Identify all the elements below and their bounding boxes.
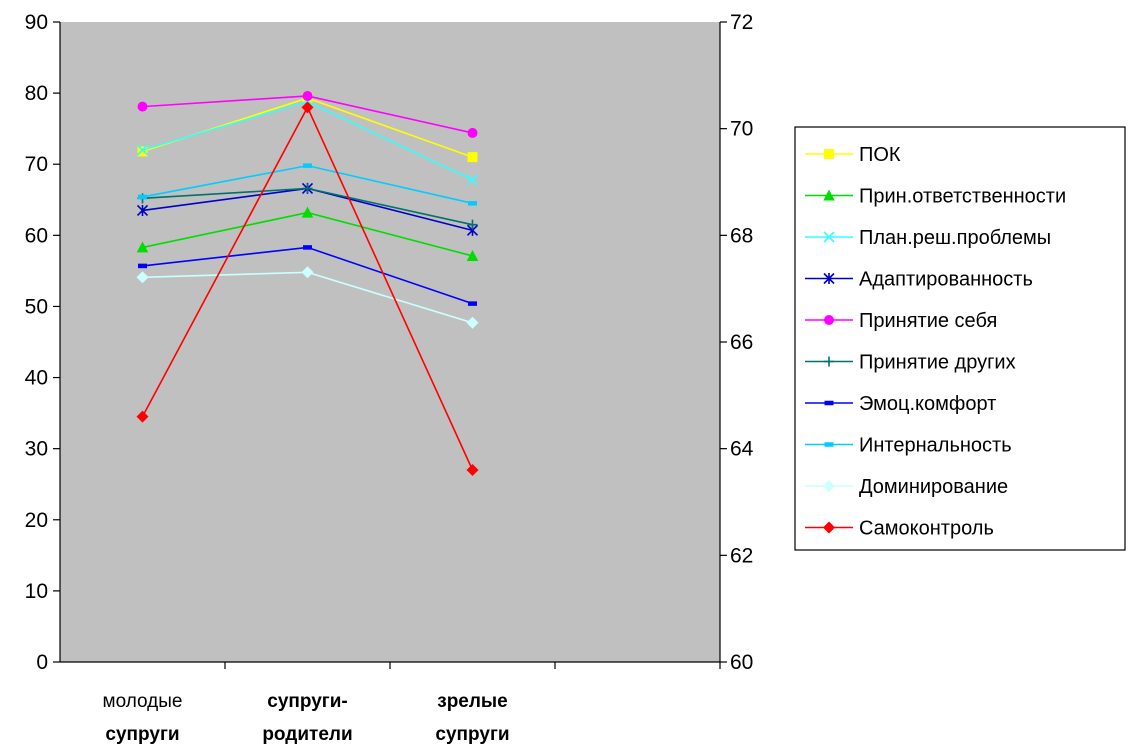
legend-marker	[823, 521, 835, 534]
data-point	[136, 410, 149, 423]
left-tick-label: 10	[25, 580, 48, 603]
category-label: супруги-	[267, 691, 347, 712]
legend-marker	[824, 356, 834, 367]
legend-label: Адаптированность	[859, 269, 1033, 291]
legend-marker	[824, 442, 834, 447]
right-tick-label: 60	[730, 651, 753, 674]
legend-marker	[824, 315, 834, 325]
legend-label: Прин.ответственности	[859, 186, 1066, 208]
data-point	[138, 194, 147, 200]
legend-label: ПОК	[859, 144, 901, 166]
legend-label: Интернальность	[859, 435, 1012, 457]
legend-label: Принятие себя	[859, 310, 997, 332]
right-tick-label: 70	[730, 118, 753, 141]
right-tick-label: 64	[730, 438, 754, 461]
data-point	[302, 90, 313, 101]
legend-marker	[823, 480, 835, 492]
legend-item: ПОК	[805, 144, 901, 166]
left-tick-label: 60	[25, 224, 48, 247]
legend-label: План.реш.проблемы	[859, 227, 1051, 249]
left-tick-label: 90	[25, 11, 48, 34]
data-point	[138, 263, 147, 269]
legend-item: Интернальность	[805, 435, 1012, 457]
data-point	[136, 204, 149, 217]
legend-marker	[824, 149, 834, 159]
legend-marker	[823, 189, 835, 201]
left-tick-label: 0	[36, 651, 48, 674]
data-point	[467, 127, 478, 138]
right-tick-label: 62	[730, 544, 753, 567]
legend-marker	[823, 231, 835, 243]
data-point	[466, 174, 479, 186]
left-tick-label: 70	[25, 153, 48, 176]
series-5	[137, 90, 478, 138]
data-point	[467, 152, 478, 163]
data-point	[302, 183, 313, 194]
category-label: зрелые	[437, 691, 507, 712]
series-10	[136, 101, 479, 476]
data-point	[137, 101, 148, 112]
data-point	[303, 163, 312, 168]
category-label: молодые	[103, 691, 183, 712]
series-2	[136, 206, 479, 261]
left-tick-label: 80	[25, 82, 48, 105]
right-tick-label: 68	[730, 224, 753, 247]
data-point	[301, 266, 314, 279]
data-point	[136, 241, 149, 253]
legend-label: Принятие других	[859, 352, 1016, 374]
left-tick-label: 20	[25, 509, 48, 532]
right-tick-label: 72	[730, 11, 753, 34]
series-layer	[136, 90, 479, 476]
category-label: родители	[262, 724, 352, 745]
data-point	[303, 245, 312, 250]
left-tick-label: 30	[25, 438, 48, 461]
legend-label: Эмоц.комфорт	[859, 393, 996, 415]
axes: 0 10 20 30 40 50 60 70 80 90 60 62 64 66 68 70 72 молодые…	[25, 11, 754, 745]
data-point	[136, 271, 149, 284]
legend-item: Принятие себя	[805, 310, 997, 332]
data-point	[467, 219, 478, 230]
data-point	[466, 249, 479, 261]
legend-item: Прин.ответственности	[805, 186, 1066, 208]
data-point	[301, 206, 314, 218]
data-point	[136, 144, 149, 156]
data-point	[468, 301, 477, 306]
legend: ПОК Прин.ответственности План.реш.проблемы…	[794, 126, 1126, 551]
data-point	[137, 146, 148, 157]
right-tick-label: 66	[730, 331, 753, 354]
legend-item: Адаптированность	[805, 269, 1033, 291]
legend-marker	[824, 400, 834, 406]
legend-box	[794, 126, 1126, 551]
data-point	[466, 464, 479, 476]
legend-marker	[823, 272, 835, 285]
series-8	[138, 163, 477, 206]
legend-label: Доминирование	[859, 476, 1008, 498]
legend-item: Эмоц.комфорт	[805, 393, 996, 415]
legend-item: Принятие других	[805, 352, 1016, 374]
legend-label: Самоконтроль	[859, 518, 994, 540]
category-label: супруги	[435, 724, 509, 745]
series-9	[136, 266, 479, 329]
data-point	[301, 101, 314, 114]
category-label: супруги	[105, 724, 179, 745]
left-tick-label: 50	[25, 295, 48, 318]
legend-item: План.реш.проблемы	[805, 227, 1051, 249]
legend-item: Самоконтроль	[805, 518, 994, 540]
left-tick-label: 40	[25, 367, 48, 390]
data-point	[466, 316, 479, 329]
plot-area	[60, 22, 720, 662]
data-point	[468, 201, 477, 206]
series-7	[138, 245, 477, 306]
legend-item: Доминирование	[805, 476, 1008, 498]
